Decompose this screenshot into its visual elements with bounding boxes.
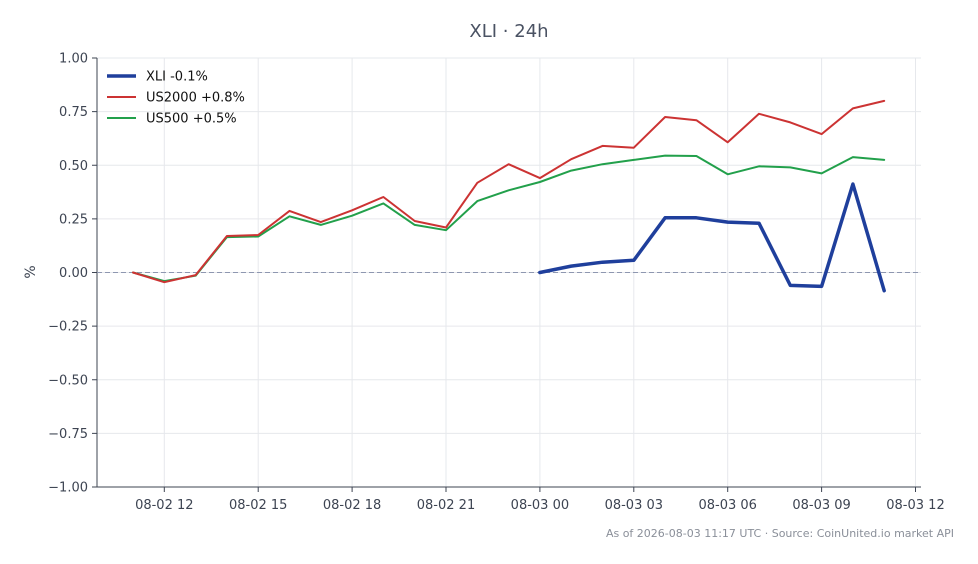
x-tick-label: 08-02 18 — [323, 498, 381, 513]
y-tick-label: 0.50 — [59, 159, 88, 174]
y-tick-label: 0.00 — [59, 266, 88, 281]
x-tick-label: 08-02 15 — [229, 498, 287, 513]
chart-title: XLI · 24h — [469, 21, 548, 42]
legend-label: US2000 +0.8% — [146, 91, 245, 106]
series-lines — [132, 99, 886, 293]
legend-label: XLI -0.1% — [146, 70, 208, 85]
x-tick-label: 08-03 12 — [886, 498, 944, 513]
x-ticks: 08-02 12 08-02 15 08-02 18 08-02 21 08-03 00… — [135, 487, 945, 513]
footer-source: As of 2026-08-03 11:17 UTC · Source: Coi… — [606, 527, 954, 540]
x-tick-label: 08-02 21 — [417, 498, 475, 513]
y-tick-label: −1.00 — [48, 481, 88, 496]
y-axis-label: % — [23, 265, 39, 278]
y-tick-label: −0.25 — [48, 320, 88, 335]
x-tick-label: 08-02 12 — [135, 498, 193, 513]
y-tick-label: 1.00 — [59, 52, 88, 67]
series-line-2 — [132, 154, 886, 283]
x-tick-label: 08-03 06 — [698, 498, 756, 513]
x-tick-label: 08-03 03 — [605, 498, 663, 513]
y-tick-label: −0.50 — [48, 373, 88, 388]
y-tick-label: 0.75 — [59, 105, 88, 120]
series-line-1 — [132, 99, 886, 284]
y-tick-label: 0.25 — [59, 212, 88, 227]
legend-label: US500 +0.5% — [146, 112, 237, 127]
legend: XLI -0.1% US2000 +0.8% US500 +0.5% — [107, 70, 245, 127]
x-tick-label: 08-03 09 — [792, 498, 850, 513]
y-ticks: 1.00 0.75 0.50 0.25 0.00 −0.25 −0.50 −0.75 −1.00 — [48, 52, 97, 496]
y-tick-label: −0.75 — [48, 427, 88, 442]
series-line-0 — [538, 182, 886, 293]
x-tick-label: 08-03 00 — [511, 498, 569, 513]
